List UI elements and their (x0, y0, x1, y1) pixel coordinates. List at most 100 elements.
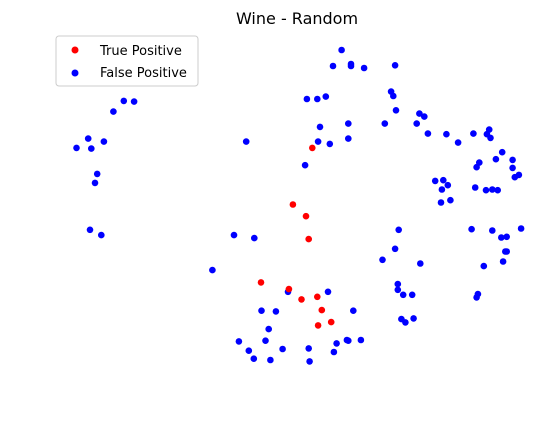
point-true-positive-6 (298, 296, 305, 303)
point-false-positive-36 (498, 148, 506, 156)
point-false-positive-66 (251, 234, 258, 242)
point-false-positive-81 (399, 291, 407, 299)
point-true-positive-0 (309, 144, 316, 152)
point-false-positive-46 (440, 176, 447, 184)
point-false-positive-12 (120, 97, 128, 105)
point-false-positive-41 (509, 164, 516, 172)
point-false-positive-67 (391, 245, 399, 253)
point-false-positive-37 (509, 156, 516, 164)
point-false-positive-64 (98, 231, 105, 239)
point-false-positive-63 (86, 226, 94, 234)
point-false-positive-99 (330, 348, 338, 356)
point-false-positive-87 (402, 319, 409, 326)
point-false-positive-33 (326, 140, 334, 148)
point-false-positive-31 (314, 138, 322, 145)
point-false-positive-80 (473, 294, 480, 301)
point-false-positive-59 (489, 227, 496, 234)
point-false-positive-61 (498, 234, 505, 241)
point-false-positive-56 (447, 196, 454, 204)
point-false-positive-92 (357, 336, 365, 344)
point-false-positive-73 (499, 258, 507, 265)
point-false-positive-26 (487, 134, 494, 142)
point-false-positive-89 (265, 325, 273, 333)
point-false-positive-30 (242, 138, 250, 145)
point-false-positive-76 (324, 288, 332, 296)
point-false-positive-4 (329, 62, 337, 70)
point-false-positive-16 (421, 113, 428, 120)
point-true-positive-8 (318, 306, 326, 314)
point-false-positive-53 (482, 186, 490, 194)
point-true-positive-10 (314, 322, 322, 329)
point-false-positive-44 (93, 170, 101, 178)
point-false-positive-70 (379, 256, 386, 264)
point-false-positive-2 (347, 62, 355, 70)
point-true-positive-4 (257, 279, 265, 286)
point-false-positive-38 (492, 155, 500, 163)
point-false-positive-5 (360, 64, 368, 72)
point-false-positive-82 (408, 291, 416, 299)
point-false-positive-54 (494, 186, 502, 194)
point-false-positive-50 (471, 184, 479, 191)
point-false-positive-49 (301, 161, 309, 169)
point-true-positive-2 (302, 212, 310, 220)
point-false-positive-84 (258, 307, 265, 315)
point-false-positive-74 (480, 262, 488, 270)
point-false-positive-28 (100, 138, 108, 145)
point-false-positive-14 (392, 107, 400, 114)
point-false-positive-24 (443, 130, 450, 138)
point-false-positive-40 (473, 163, 480, 171)
point-false-positive-62 (503, 233, 511, 241)
point-false-positive-96 (279, 345, 286, 353)
legend-marker-false-positive (71, 69, 79, 77)
point-false-positive-55 (437, 199, 445, 206)
point-false-positive-71 (417, 260, 424, 267)
legend-label-true-positive: True Positive (99, 44, 182, 59)
point-false-positive-7 (303, 95, 311, 103)
point-false-positive-8 (314, 95, 321, 103)
point-true-positive-3 (305, 235, 313, 243)
point-false-positive-88 (410, 315, 417, 322)
legend: True Positive False Positive (55, 35, 199, 87)
point-true-positive-5 (285, 285, 293, 293)
plot-area (73, 46, 525, 365)
point-false-positive-19 (316, 123, 324, 131)
point-false-positive-52 (438, 186, 446, 193)
point-true-positive-9 (327, 318, 335, 326)
point-false-positive-0 (338, 46, 345, 54)
legend-frame (55, 35, 199, 87)
point-false-positive-29 (73, 144, 80, 152)
point-false-positive-43 (511, 173, 519, 181)
point-false-positive-17 (345, 120, 352, 127)
point-false-positive-98 (245, 347, 253, 355)
point-false-positive-6 (322, 93, 330, 100)
point-false-positive-78 (394, 280, 402, 288)
point-false-positive-25 (470, 130, 477, 137)
point-false-positive-58 (395, 226, 403, 234)
point-false-positive-34 (88, 145, 95, 152)
point-false-positive-60 (517, 225, 525, 232)
point-false-positive-102 (306, 358, 313, 365)
point-false-positive-10 (390, 92, 397, 100)
point-false-positive-3 (391, 62, 399, 69)
point-false-positive-23 (424, 130, 432, 137)
point-false-positive-32 (345, 135, 352, 142)
point-false-positive-35 (454, 139, 462, 146)
point-false-positive-20 (413, 120, 421, 127)
point-false-positive-101 (267, 356, 274, 364)
legend-marker-true-positive (71, 46, 79, 54)
point-false-positive-83 (272, 308, 280, 315)
point-false-positive-51 (489, 186, 496, 193)
point-false-positive-57 (468, 225, 475, 233)
point-false-positive-15 (416, 110, 423, 117)
point-false-positive-93 (333, 340, 340, 347)
point-false-positive-65 (230, 231, 238, 239)
point-false-positive-45 (91, 179, 99, 187)
point-false-positive-90 (262, 337, 269, 345)
point-false-positive-72 (209, 266, 216, 274)
point-false-positive-13 (110, 108, 117, 115)
point-false-positive-47 (431, 177, 439, 185)
point-false-positive-77 (394, 286, 402, 294)
point-true-positive-7 (314, 293, 321, 301)
chart-title: Wine - Random (236, 9, 358, 28)
point-false-positive-97 (305, 345, 313, 352)
